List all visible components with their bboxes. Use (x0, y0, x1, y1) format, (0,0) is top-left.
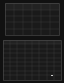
Bar (3, 40, 10, 80)
Bar (3, 40, 61, 80)
Bar (5, 3, 59, 35)
Bar (51, 75, 53, 76)
Bar (3, 40, 61, 44)
Bar (5, 3, 59, 10)
